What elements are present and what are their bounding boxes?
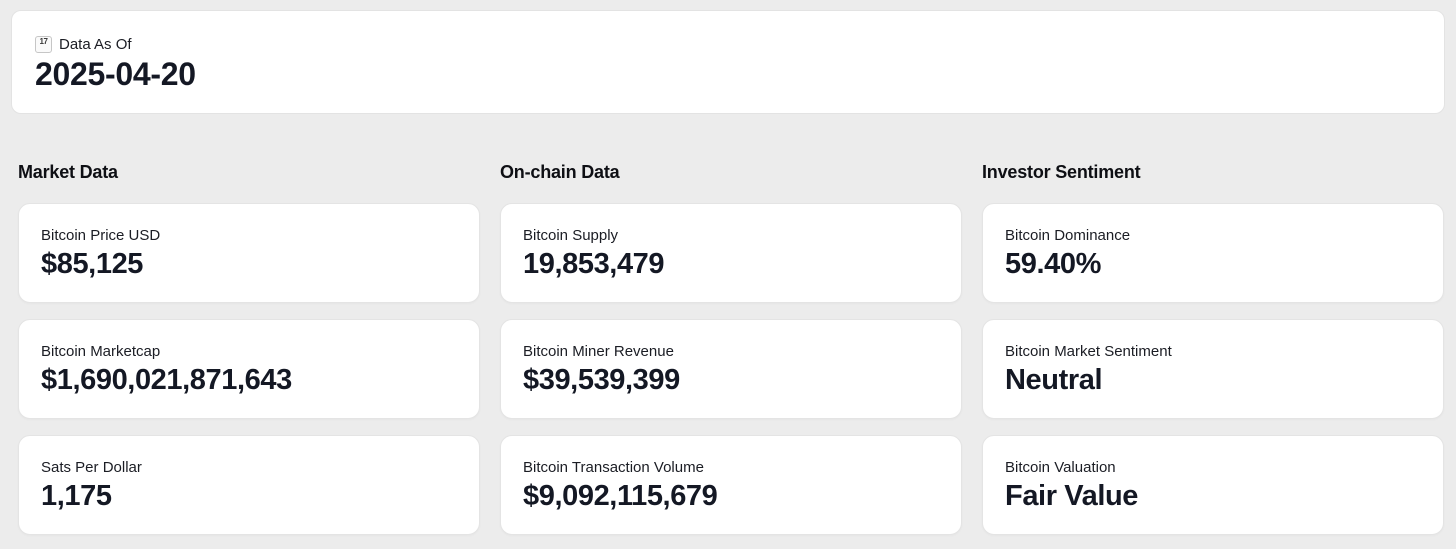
- calendar-icon-day: 17: [39, 37, 48, 46]
- stat-label: Bitcoin Marketcap: [41, 343, 161, 360]
- stat-card-bitcoin-supply: Bitcoin Supply 19,853,479: [500, 203, 962, 303]
- section-title-onchain-data: On-chain Data: [500, 162, 620, 182]
- stat-card-bitcoin-valuation: Bitcoin Valuation Fair Value: [982, 435, 1444, 535]
- column-onchain-data: On-chain Data Bitcoin Supply 19,853,479 …: [500, 162, 962, 549]
- section-title-investor-sentiment: Investor Sentiment: [982, 162, 1141, 182]
- stat-value: Fair Value: [1005, 480, 1139, 512]
- stat-value: 59.40%: [1005, 248, 1101, 280]
- stat-value: Neutral: [1005, 364, 1103, 396]
- stat-card-bitcoin-marketcap: Bitcoin Marketcap $1,690,021,871,643: [18, 319, 480, 419]
- stat-label: Bitcoin Miner Revenue: [523, 343, 674, 360]
- stat-label: Bitcoin Dominance: [1005, 227, 1131, 244]
- stat-value: $9,092,115,679: [523, 480, 718, 512]
- data-as-of-label-row: 17 Data As Of: [35, 36, 1421, 53]
- stat-label: Bitcoin Transaction Volume: [523, 459, 704, 476]
- stat-label: Bitcoin Price USD: [41, 227, 161, 244]
- stat-label: Bitcoin Valuation: [1005, 459, 1116, 476]
- stat-card-market-sentiment: Bitcoin Market Sentiment Neutral: [982, 319, 1444, 419]
- stat-card-miner-revenue: Bitcoin Miner Revenue $39,539,399: [500, 319, 962, 419]
- data-as-of-label: Data As Of: [59, 36, 132, 53]
- section-title-market-data: Market Data: [18, 162, 118, 182]
- data-as-of-card: 17 Data As Of 2025-04-20: [11, 10, 1445, 114]
- calendar-icon: 17: [35, 36, 52, 53]
- stat-value: $1,690,021,871,643: [41, 364, 292, 396]
- stat-card-transaction-volume: Bitcoin Transaction Volume $9,092,115,67…: [500, 435, 962, 535]
- stat-value: $39,539,399: [523, 364, 680, 396]
- data-as-of-date: 2025-04-20: [35, 56, 196, 92]
- column-investor-sentiment: Investor Sentiment Bitcoin Dominance 59.…: [982, 162, 1444, 549]
- stat-card-sats-per-dollar: Sats Per Dollar 1,175: [18, 435, 480, 535]
- stat-card-bitcoin-price: Bitcoin Price USD $85,125: [18, 203, 480, 303]
- stat-label: Bitcoin Supply: [523, 227, 619, 244]
- stat-value: 1,175: [41, 480, 112, 512]
- stat-label: Sats Per Dollar: [41, 459, 142, 476]
- stat-value: $85,125: [41, 248, 144, 280]
- column-market-data: Market Data Bitcoin Price USD $85,125 Bi…: [18, 162, 480, 549]
- stat-card-bitcoin-dominance: Bitcoin Dominance 59.40%: [982, 203, 1444, 303]
- stat-value: 19,853,479: [523, 248, 665, 280]
- metrics-grid: Market Data Bitcoin Price USD $85,125 Bi…: [18, 162, 1444, 549]
- stat-label: Bitcoin Market Sentiment: [1005, 343, 1172, 360]
